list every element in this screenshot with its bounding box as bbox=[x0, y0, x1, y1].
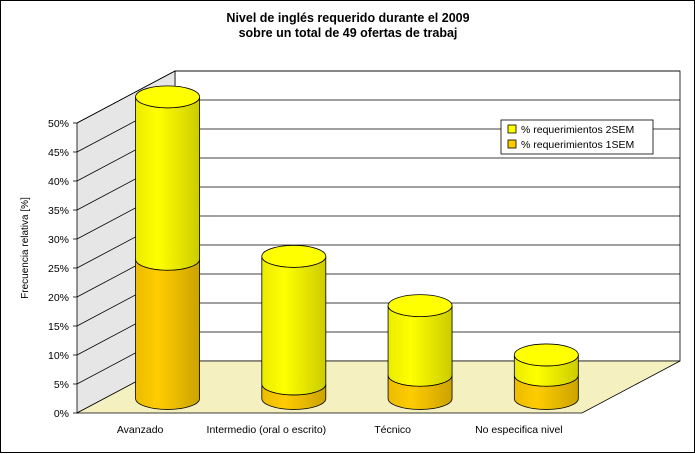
legend-swatch bbox=[507, 124, 517, 134]
y-tick-label: 0% bbox=[54, 408, 69, 420]
chart-title-line-1: Nivel de inglés requerido durante el 200… bbox=[226, 11, 469, 25]
y-tick-label: 5% bbox=[54, 379, 69, 391]
y-tick-label: 15% bbox=[48, 321, 69, 333]
bar-top bbox=[135, 85, 200, 109]
bar-top bbox=[261, 244, 327, 268]
bar-top bbox=[513, 343, 579, 367]
legend-label: % requerimientos 2SEM bbox=[521, 124, 634, 136]
category-label: Técnico bbox=[374, 424, 411, 436]
legend-box bbox=[500, 119, 654, 155]
bar-segment bbox=[387, 305, 453, 387]
legend-label: % requerimientos 1SEM bbox=[521, 139, 634, 151]
bar-segment bbox=[135, 96, 200, 271]
bar-stack-0 bbox=[135, 85, 200, 410]
category-label: No especifica nivel bbox=[475, 424, 563, 436]
category-label: Intermedio (oral o escrito) bbox=[207, 424, 327, 436]
bar-top bbox=[387, 294, 453, 318]
chart-title-line-2: sobre un total de 49 ofertas de trabaj bbox=[239, 26, 458, 40]
x-axis-labels: Avanzado Intermedio (oral o escrito) Técni… bbox=[117, 424, 563, 436]
y-tick-label: 10% bbox=[48, 350, 69, 362]
y-axis-title: Frecuencia relativa [%] bbox=[20, 197, 31, 299]
y-tick-label: 35% bbox=[48, 205, 69, 217]
y-tick-label: 30% bbox=[48, 234, 69, 246]
legend-swatch bbox=[507, 139, 517, 149]
category-label: Avanzado bbox=[117, 424, 164, 436]
y-tick-label: 50% bbox=[48, 118, 69, 130]
y-tick-label: 40% bbox=[48, 176, 69, 188]
bar-stack-3 bbox=[513, 343, 579, 410]
gridline-side bbox=[76, 70, 176, 124]
bar-stack-2 bbox=[387, 294, 453, 410]
y-tick-label: 45% bbox=[48, 147, 69, 159]
bars bbox=[135, 85, 579, 410]
y-tick-label: 25% bbox=[48, 263, 69, 275]
legend: % requerimientos 2SEM % requerimientos 1S… bbox=[500, 119, 654, 155]
y-axis-ticks: 0% 5% 10% 15% 20% 25% 30% 35% 40% 45% 50% bbox=[48, 118, 77, 420]
bar-segment bbox=[135, 259, 200, 410]
bar-stack-1 bbox=[261, 244, 327, 410]
bar-segment bbox=[261, 256, 327, 396]
y-tick-label: 20% bbox=[48, 292, 69, 304]
